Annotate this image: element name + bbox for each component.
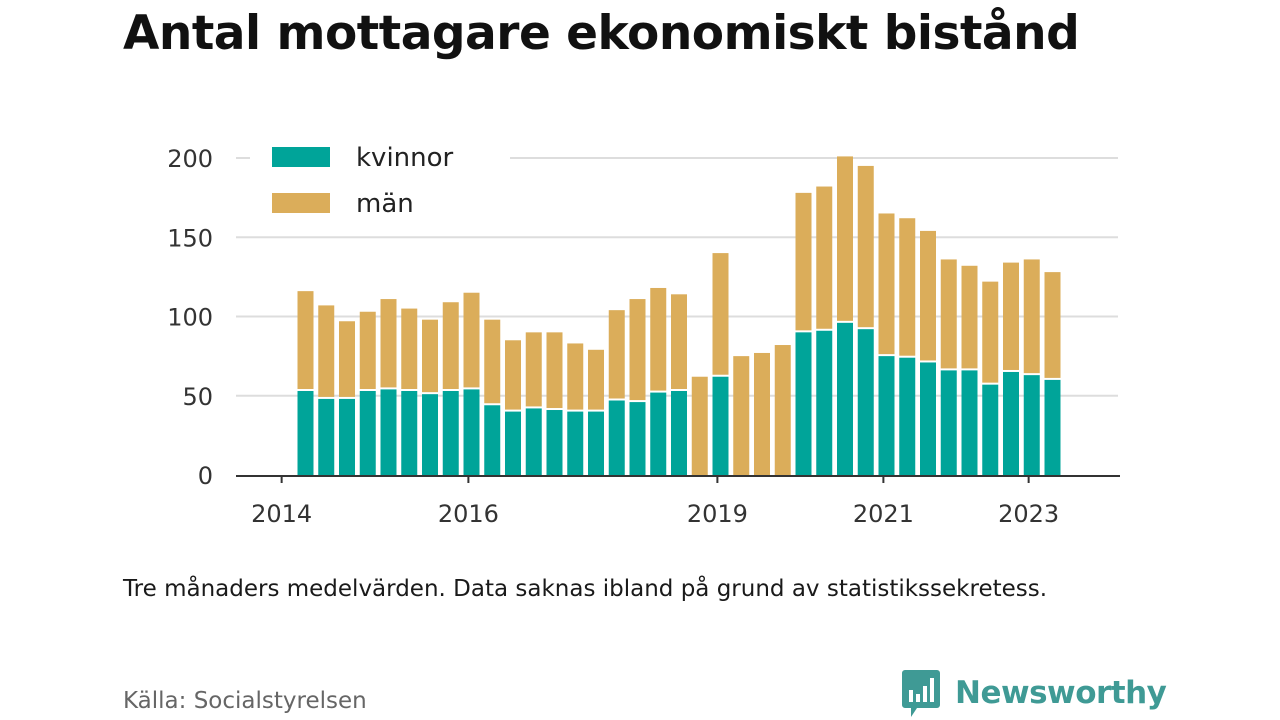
legend-swatch-män [272, 193, 330, 213]
bar-män [754, 352, 770, 475]
bar-kvinnor [1044, 379, 1061, 475]
bar-kvinnor [857, 329, 874, 475]
y-tick-label: 100 [167, 304, 213, 332]
bar-män [608, 310, 625, 399]
bar-män [691, 376, 708, 475]
bar-män [567, 343, 584, 410]
bar-män [546, 332, 563, 409]
bar-kvinnor [1023, 375, 1040, 475]
bar-män [463, 292, 480, 388]
bar-män [857, 165, 874, 328]
legend: kvinnor män [250, 119, 510, 219]
bar-män [401, 308, 418, 389]
bar-kvinnor [525, 408, 542, 475]
bar-män [442, 302, 459, 389]
bar-kvinnor [982, 384, 999, 475]
bar-kvinnor [339, 398, 355, 475]
bar-kvinnor [484, 405, 501, 475]
y-tick-label: 0 [198, 462, 213, 490]
bar-män [359, 311, 376, 389]
y-tick-label: 200 [167, 145, 213, 173]
bar-män [422, 319, 438, 393]
brand-logo: Newsworthy [901, 668, 1167, 718]
x-tick-label: 2014 [251, 500, 312, 528]
bar-kvinnor [816, 330, 833, 475]
bar-män [588, 349, 604, 410]
bar-kvinnor [297, 390, 314, 475]
bar-kvinnor [401, 390, 418, 475]
bar-kvinnor [837, 322, 853, 475]
bar-män [837, 156, 853, 321]
chart-note: Tre månaders medelvärden. Data saknas ib… [123, 576, 1048, 602]
bar-män [982, 281, 999, 383]
bar-kvinnor [899, 357, 916, 475]
bar-män [816, 186, 833, 329]
bar-män [629, 299, 646, 401]
bar-kvinnor [1003, 371, 1019, 475]
stacked-bar-chart: 0 50 100 150 200 2014 2016 2019 2021 2023 kvinno… [167, 119, 1120, 528]
bar-kvinnor [650, 392, 667, 475]
bar-kvinnor [422, 394, 438, 475]
bar-kvinnor [505, 411, 521, 475]
bar-kvinnor [380, 389, 397, 475]
bar-män [650, 287, 667, 391]
bar-kvinnor [878, 356, 895, 475]
bar-män [671, 294, 687, 389]
bar-kvinnor [588, 411, 604, 475]
bar-män [774, 345, 791, 475]
bar-kvinnor [961, 370, 978, 475]
brand-name: Newsworthy [955, 675, 1167, 711]
x-tick-label: 2019 [687, 500, 748, 528]
bar-män [525, 332, 542, 407]
bar-män [940, 259, 957, 369]
bar-män [795, 192, 812, 331]
bar-kvinnor [795, 332, 812, 475]
bar-kvinnor [940, 370, 957, 475]
newsworthy-logo-icon [902, 670, 940, 717]
y-tick-label: 150 [167, 224, 213, 252]
bar-kvinnor [442, 390, 459, 475]
bar-män [380, 299, 397, 388]
bar-kvinnor [920, 362, 936, 475]
bars [297, 156, 1061, 475]
bar-män [505, 340, 521, 410]
bar-kvinnor [567, 411, 584, 475]
bar-kvinnor [629, 402, 646, 475]
bar-män [318, 305, 335, 397]
legend-label-kvinnor: kvinnor [356, 143, 454, 173]
bar-män [1044, 272, 1061, 378]
bar-män [961, 265, 978, 369]
bar-män [1003, 262, 1019, 370]
bar-män [484, 319, 501, 404]
y-tick-label: 50 [182, 383, 213, 411]
bar-män [712, 253, 729, 375]
bar-kvinnor [712, 376, 729, 475]
bar-kvinnor [318, 398, 335, 475]
legend-swatch-kvinnor [272, 147, 330, 167]
bar-kvinnor [359, 390, 376, 475]
bar-män [878, 213, 895, 355]
x-tick-label: 2021 [853, 500, 914, 528]
bar-män [297, 291, 314, 389]
x-tick-label: 2016 [438, 500, 499, 528]
bar-män [339, 321, 355, 397]
bar-män [920, 230, 936, 361]
x-axis-tick-labels: 2014 2016 2019 2021 2023 [251, 476, 1059, 528]
y-axis-tick-labels: 0 50 100 150 200 [167, 145, 213, 490]
bar-kvinnor [463, 389, 480, 475]
bar-kvinnor [546, 410, 563, 475]
bar-kvinnor [671, 390, 687, 475]
x-tick-label: 2023 [998, 500, 1059, 528]
bar-kvinnor [608, 400, 625, 475]
bar-män [733, 356, 750, 475]
chart-title: Antal mottagare ekonomiskt bistånd [123, 6, 1080, 61]
source-label: Källa: Socialstyrelsen [123, 688, 367, 714]
legend-label-män: män [356, 189, 414, 219]
bar-män [899, 218, 916, 356]
bar-män [1023, 259, 1040, 374]
